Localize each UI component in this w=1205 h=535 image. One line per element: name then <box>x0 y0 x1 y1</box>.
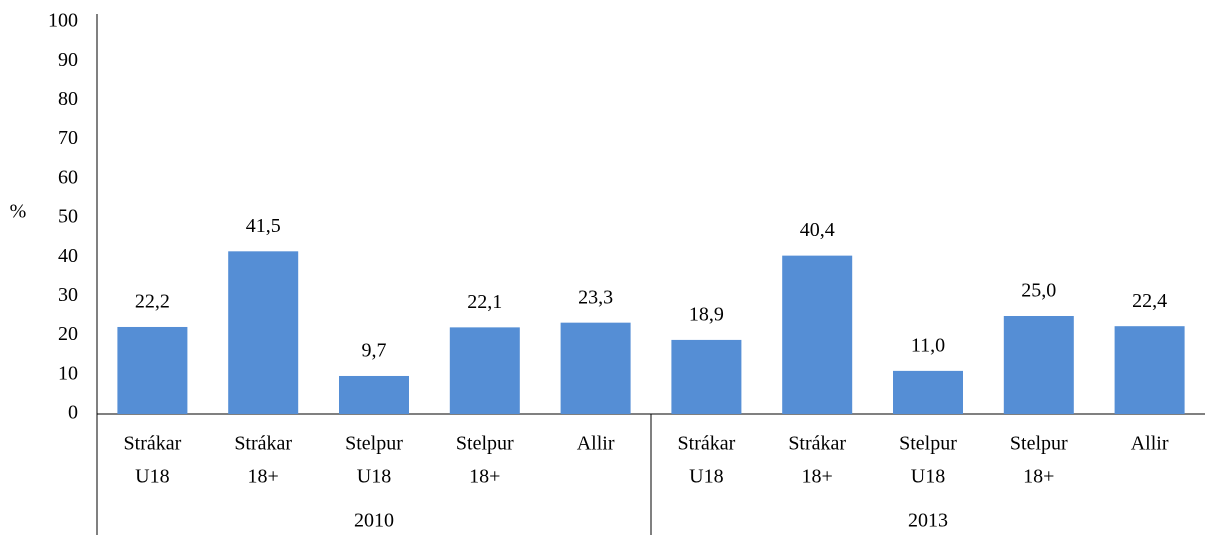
x-tick-label: 18+ <box>1023 466 1054 488</box>
x-tick-label: Stelpur <box>899 433 957 455</box>
data-label: 9,7 <box>362 340 387 362</box>
x-tick-label: Allir <box>1131 433 1169 455</box>
y-tick-label: 70 <box>58 127 78 149</box>
y-tick-label: 20 <box>58 323 78 345</box>
bar <box>1114 326 1185 414</box>
group-label: 2010 <box>354 510 394 532</box>
x-tick-label: U18 <box>911 466 945 488</box>
y-tick-label: 10 <box>58 362 78 384</box>
y-axis-label: % <box>10 201 27 223</box>
x-tick-label: U18 <box>357 466 391 488</box>
y-tick-label: 80 <box>58 88 78 110</box>
y-tick-label: 0 <box>68 402 78 424</box>
data-label: 25,0 <box>1021 280 1056 302</box>
bar <box>1003 316 1074 414</box>
x-tick-label: Stelpur <box>456 433 514 455</box>
y-tick-label: 90 <box>58 49 78 71</box>
bar <box>560 322 631 414</box>
y-tick-label: 100 <box>48 10 78 32</box>
data-label: 23,3 <box>578 286 613 308</box>
x-tick-label: 18+ <box>802 466 833 488</box>
x-tick-label: U18 <box>689 466 723 488</box>
x-tick-label: Stelpur <box>345 433 403 455</box>
bar <box>228 251 299 414</box>
bar <box>671 339 742 414</box>
y-tick-label: 40 <box>58 245 78 267</box>
y-tick-label: 60 <box>58 166 78 188</box>
bar <box>893 370 963 414</box>
data-label: 22,1 <box>467 291 502 313</box>
bar <box>117 326 188 414</box>
y-tick-label: 30 <box>58 284 78 306</box>
x-tick-label: Strákar <box>124 433 182 455</box>
bar <box>449 327 520 414</box>
x-tick-label: Allir <box>577 433 615 455</box>
x-tick-label: Strákar <box>788 433 846 455</box>
x-tick-label: Strákar <box>234 433 292 455</box>
bar <box>339 375 409 414</box>
data-label: 40,4 <box>800 219 835 241</box>
data-label: 22,4 <box>1132 290 1167 312</box>
x-tick-label: Stelpur <box>1010 433 1068 455</box>
x-tick-label: 18+ <box>469 466 500 488</box>
group-label: 2013 <box>908 510 948 532</box>
bar <box>782 255 853 414</box>
data-label: 18,9 <box>689 304 724 326</box>
y-tick-label: 50 <box>58 206 78 228</box>
x-tick-label: 18+ <box>248 466 279 488</box>
x-tick-label: U18 <box>135 466 169 488</box>
data-label: 11,0 <box>911 334 945 356</box>
data-label: 22,2 <box>135 291 170 313</box>
x-tick-label: Strákar <box>678 433 736 455</box>
data-label: 41,5 <box>246 215 281 237</box>
